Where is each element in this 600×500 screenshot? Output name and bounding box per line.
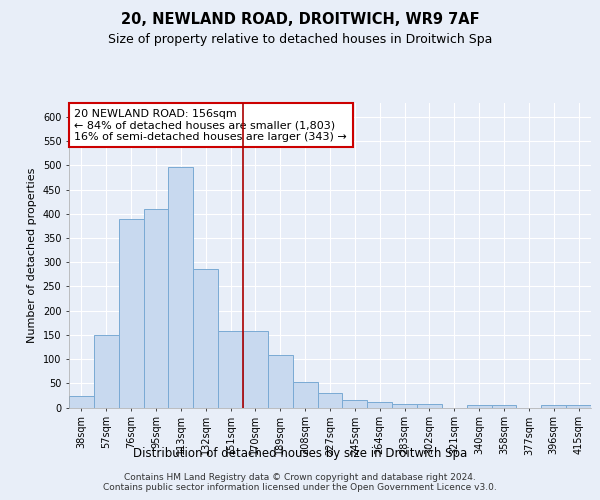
Bar (417, 404, 442, 407)
Bar (243, 332, 268, 407)
Text: Size of property relative to detached houses in Droitwich Spa: Size of property relative to detached ho… (108, 32, 492, 46)
Text: 20 NEWLAND ROAD: 156sqm
← 84% of detached houses are smaller (1,803)
16% of semi: 20 NEWLAND ROAD: 156sqm ← 84% of detache… (74, 108, 347, 142)
Bar (392, 404, 417, 407)
Bar (541, 405, 566, 407)
Bar (218, 332, 243, 407)
Text: Distribution of detached houses by size in Droitwich Spa: Distribution of detached houses by size … (133, 448, 467, 460)
Bar (169, 167, 193, 408)
Text: Contains HM Land Registry data © Crown copyright and database right 2024.
Contai: Contains HM Land Registry data © Crown c… (103, 472, 497, 492)
Bar (119, 218, 143, 408)
Bar (343, 400, 367, 407)
Bar (94, 336, 119, 407)
Y-axis label: Number of detached properties: Number of detached properties (27, 168, 37, 342)
Bar (293, 382, 317, 407)
Bar (467, 405, 491, 407)
Bar (491, 405, 517, 407)
Text: 20, NEWLAND ROAD, DROITWICH, WR9 7AF: 20, NEWLAND ROAD, DROITWICH, WR9 7AF (121, 12, 479, 28)
Bar (268, 355, 293, 408)
Bar (69, 396, 94, 407)
Bar (193, 268, 218, 407)
Bar (317, 393, 343, 407)
Bar (367, 402, 392, 407)
Bar (143, 209, 169, 408)
Bar (566, 405, 591, 407)
